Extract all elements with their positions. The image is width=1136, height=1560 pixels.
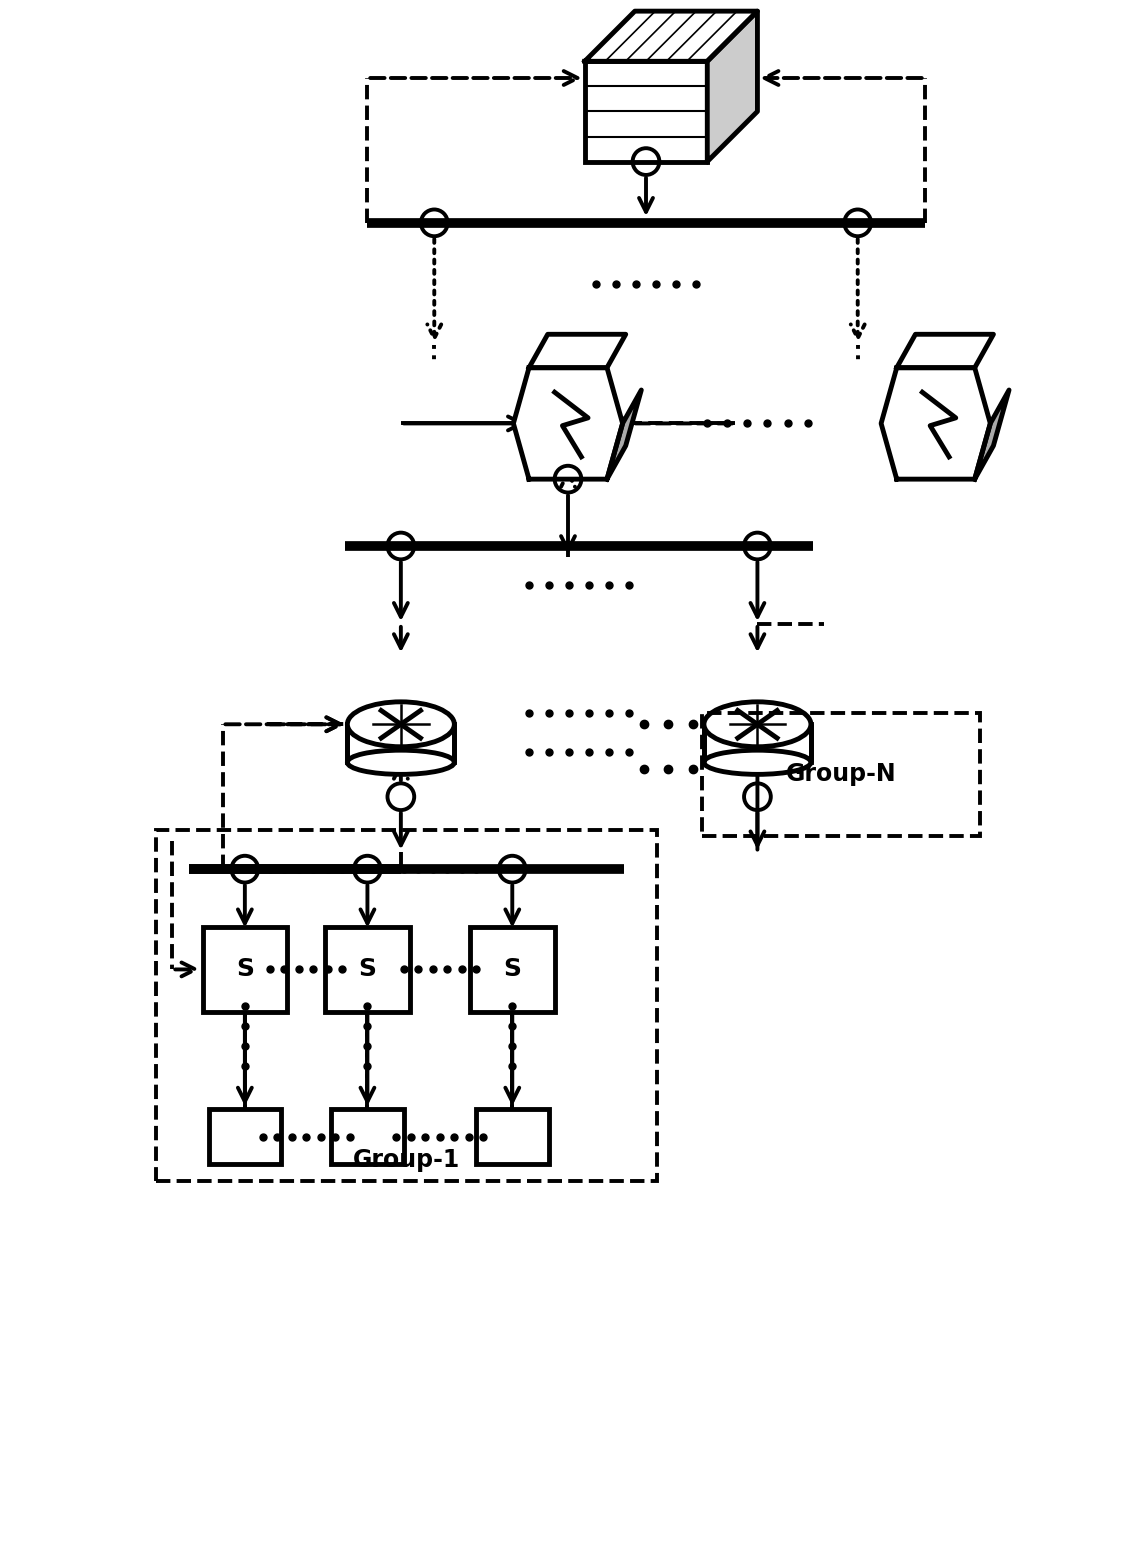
- Polygon shape: [896, 334, 994, 368]
- Ellipse shape: [348, 702, 454, 747]
- Polygon shape: [513, 368, 623, 479]
- Bar: [470, 927, 554, 1012]
- Polygon shape: [708, 11, 758, 162]
- Ellipse shape: [704, 702, 811, 747]
- Bar: [202, 927, 287, 1012]
- Polygon shape: [607, 390, 642, 479]
- Polygon shape: [975, 390, 1009, 479]
- Polygon shape: [882, 368, 991, 479]
- Bar: [704, 724, 811, 763]
- Ellipse shape: [704, 750, 811, 774]
- Bar: [476, 1109, 549, 1164]
- Bar: [332, 1109, 403, 1164]
- Ellipse shape: [348, 750, 454, 774]
- Text: S: S: [503, 958, 521, 981]
- Text: Group-1: Group-1: [353, 1148, 460, 1172]
- Bar: [156, 830, 657, 1181]
- Text: S: S: [359, 958, 376, 981]
- Bar: [325, 927, 410, 1012]
- Bar: [348, 724, 454, 763]
- Bar: [209, 1109, 281, 1164]
- Bar: [702, 713, 980, 836]
- Text: Group-N: Group-N: [786, 763, 896, 786]
- Text: S: S: [236, 958, 253, 981]
- Bar: [585, 61, 708, 162]
- Polygon shape: [529, 334, 626, 368]
- Polygon shape: [585, 11, 758, 61]
